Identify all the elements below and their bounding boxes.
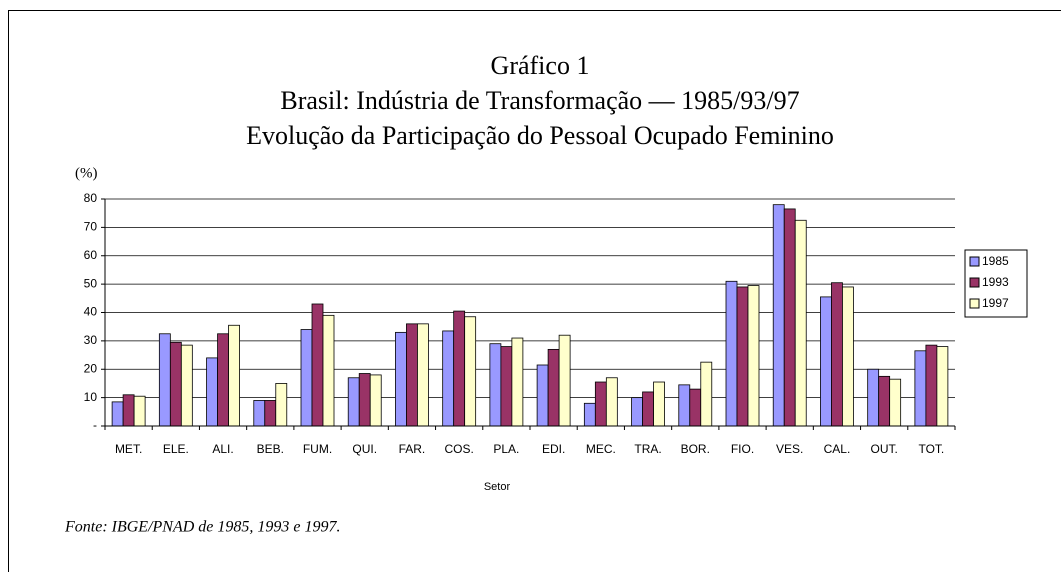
x-tick-label: QUI. — [352, 442, 377, 456]
bar — [311, 303, 324, 427]
y-axis-label: (%) — [75, 165, 98, 181]
x-tick-label: COS. — [444, 442, 473, 456]
bar — [925, 344, 938, 427]
y-tick-label: 30 — [84, 333, 98, 347]
x-tick-label: VES. — [776, 442, 803, 456]
bar — [889, 378, 902, 427]
y-tick-label: - — [93, 418, 97, 432]
bar — [442, 330, 455, 427]
bar — [300, 329, 313, 427]
bar — [842, 286, 854, 427]
source: Fonte: IBGE/PNAD de 1985, 1993 e 1997. — [64, 519, 341, 536]
chart-title: Evolução da Participação do Pessoal Ocup… — [246, 121, 834, 150]
bar — [678, 384, 691, 427]
x-tick-label: FUM. — [303, 442, 332, 456]
bar — [264, 400, 277, 427]
y-tick-label: 40 — [84, 305, 98, 319]
bar — [358, 373, 371, 427]
x-tick-label: MET. — [115, 442, 142, 456]
frame — [8, 10, 1061, 572]
x-tick-label: ELE. — [163, 442, 189, 456]
bar — [511, 337, 524, 427]
bar — [583, 402, 596, 427]
bar — [747, 285, 760, 427]
bar — [558, 334, 571, 427]
x-tick-label: BEB. — [257, 442, 284, 456]
x-axis-label: Setor — [484, 481, 511, 493]
bar — [914, 350, 927, 427]
legend-label: 1993 — [982, 275, 1009, 289]
bar — [605, 377, 618, 427]
bar — [831, 282, 843, 427]
bar — [217, 333, 229, 427]
x-tick-label: TOT. — [918, 442, 944, 456]
bar — [417, 323, 429, 427]
bar — [736, 286, 749, 427]
legend-label: 1985 — [982, 254, 1009, 268]
y-tick-label: 20 — [84, 361, 98, 375]
x-tick-label: MEC. — [586, 442, 616, 456]
bar — [783, 208, 796, 427]
bar — [347, 377, 360, 427]
y-tick-label: 60 — [84, 248, 98, 262]
bar — [169, 341, 182, 427]
x-tick-label: FIO. — [731, 442, 754, 456]
bar — [878, 375, 891, 427]
bar — [653, 381, 665, 427]
bar — [253, 400, 266, 427]
bar — [453, 310, 466, 427]
legend-swatch — [969, 277, 980, 288]
x-tick-label: OUT. — [870, 442, 897, 456]
bar — [180, 344, 193, 427]
bar — [158, 333, 171, 427]
x-tick-label: TRA. — [634, 442, 661, 456]
bar — [725, 280, 738, 427]
legend-swatch — [969, 298, 980, 309]
bar — [369, 374, 382, 427]
bar — [500, 346, 513, 427]
bar — [322, 314, 335, 427]
bar — [122, 394, 135, 427]
x-tick-label: BOR. — [681, 442, 710, 456]
bar — [936, 346, 949, 427]
bar — [700, 361, 713, 427]
x-tick-label: FAR. — [399, 442, 426, 456]
y-tick-label: 50 — [84, 276, 98, 290]
bar — [464, 316, 477, 427]
x-tick-label: CAL. — [824, 442, 851, 456]
y-tick-label: 70 — [84, 220, 98, 234]
chart-title: Brasil: Indústria de Transformação — 198… — [280, 86, 799, 115]
x-tick-label: ALI. — [212, 442, 233, 456]
bar — [794, 219, 807, 427]
bar — [489, 343, 502, 427]
bar — [689, 388, 702, 427]
bar — [133, 395, 146, 427]
bar — [820, 296, 832, 427]
legend-label: 1997 — [982, 296, 1009, 310]
bar — [395, 331, 407, 427]
bar — [631, 397, 643, 427]
bar — [547, 348, 560, 427]
y-tick-label: 80 — [84, 191, 98, 205]
x-tick-label: PLA. — [493, 442, 519, 456]
bar — [594, 381, 607, 427]
x-tick-label: EDI. — [542, 442, 565, 456]
bar — [275, 383, 288, 427]
bar — [406, 323, 418, 427]
bar — [536, 364, 549, 427]
y-tick-label: 10 — [84, 390, 98, 404]
bar — [867, 368, 880, 427]
bar — [642, 391, 654, 427]
bar — [228, 324, 240, 427]
bar — [206, 357, 218, 427]
bar — [111, 401, 124, 427]
bar — [772, 204, 785, 427]
chart-title: Gráfico 1 — [491, 51, 590, 80]
legend-swatch — [969, 256, 980, 267]
